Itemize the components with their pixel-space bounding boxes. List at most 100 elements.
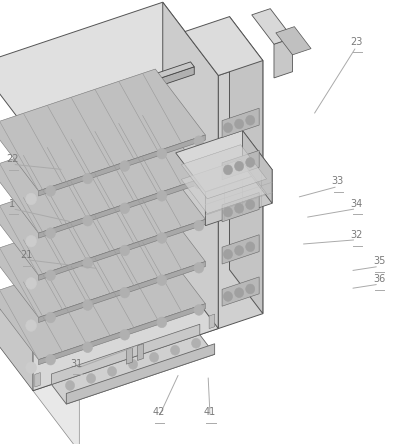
Circle shape: [108, 366, 117, 376]
Circle shape: [246, 200, 255, 210]
Text: 41: 41: [204, 407, 216, 417]
Circle shape: [223, 207, 232, 217]
Polygon shape: [52, 324, 200, 385]
Circle shape: [83, 342, 93, 353]
Circle shape: [223, 123, 232, 133]
Circle shape: [246, 158, 255, 167]
Circle shape: [83, 300, 93, 310]
Text: 31: 31: [70, 358, 82, 369]
Circle shape: [26, 320, 36, 331]
Circle shape: [129, 360, 138, 369]
Text: 22: 22: [6, 154, 19, 164]
Text: 23: 23: [350, 36, 363, 47]
Circle shape: [194, 262, 204, 273]
Circle shape: [66, 381, 75, 390]
Circle shape: [234, 161, 243, 171]
Polygon shape: [39, 304, 205, 365]
Polygon shape: [0, 111, 205, 233]
Polygon shape: [218, 60, 263, 329]
Circle shape: [120, 329, 130, 340]
Polygon shape: [0, 69, 205, 191]
Circle shape: [83, 173, 93, 184]
Polygon shape: [181, 145, 267, 199]
Polygon shape: [222, 193, 259, 222]
Polygon shape: [126, 347, 132, 364]
Polygon shape: [185, 16, 263, 75]
Text: 1: 1: [9, 198, 15, 209]
Polygon shape: [205, 170, 272, 226]
Polygon shape: [209, 314, 215, 329]
Circle shape: [26, 235, 36, 247]
Polygon shape: [274, 38, 293, 78]
Polygon shape: [176, 131, 272, 192]
Circle shape: [157, 317, 167, 328]
Polygon shape: [0, 154, 205, 275]
Circle shape: [46, 312, 56, 323]
Circle shape: [120, 287, 130, 298]
Polygon shape: [222, 108, 259, 138]
Polygon shape: [222, 151, 259, 180]
Circle shape: [194, 220, 204, 231]
Polygon shape: [181, 159, 267, 214]
Circle shape: [157, 148, 167, 159]
Circle shape: [194, 136, 204, 147]
Circle shape: [234, 288, 243, 297]
Polygon shape: [39, 177, 205, 238]
Circle shape: [87, 373, 96, 383]
Circle shape: [120, 245, 130, 256]
Circle shape: [46, 186, 56, 196]
Text: 21: 21: [21, 250, 33, 260]
Polygon shape: [252, 8, 293, 44]
Polygon shape: [242, 131, 272, 203]
Polygon shape: [276, 27, 311, 55]
Polygon shape: [35, 373, 40, 387]
Polygon shape: [159, 248, 164, 263]
Polygon shape: [33, 75, 218, 391]
Circle shape: [120, 161, 130, 171]
Text: 36: 36: [373, 274, 385, 284]
Circle shape: [46, 354, 56, 365]
Polygon shape: [39, 135, 205, 196]
Text: 42: 42: [152, 407, 165, 417]
Circle shape: [46, 228, 56, 238]
Polygon shape: [42, 62, 194, 116]
Polygon shape: [0, 238, 205, 360]
Circle shape: [157, 275, 167, 285]
Polygon shape: [0, 195, 205, 317]
Circle shape: [223, 250, 232, 259]
Circle shape: [246, 115, 255, 125]
Text: 32: 32: [350, 230, 363, 240]
Text: 34: 34: [350, 198, 363, 209]
Circle shape: [26, 193, 36, 205]
Circle shape: [157, 233, 167, 243]
Circle shape: [192, 338, 201, 348]
Text: 35: 35: [373, 256, 385, 266]
Circle shape: [234, 119, 243, 129]
Circle shape: [83, 215, 93, 226]
Circle shape: [246, 284, 255, 294]
Circle shape: [223, 165, 232, 175]
Circle shape: [83, 258, 93, 268]
Polygon shape: [66, 344, 215, 404]
Circle shape: [246, 242, 255, 252]
Polygon shape: [222, 277, 259, 306]
Circle shape: [194, 178, 204, 189]
Polygon shape: [46, 67, 194, 124]
Polygon shape: [39, 219, 205, 280]
Circle shape: [234, 246, 243, 255]
Circle shape: [26, 278, 36, 289]
Polygon shape: [138, 344, 143, 361]
Text: 33: 33: [332, 176, 344, 186]
Circle shape: [234, 203, 243, 213]
Circle shape: [194, 305, 204, 315]
Polygon shape: [33, 117, 79, 444]
Circle shape: [171, 345, 180, 355]
Polygon shape: [39, 262, 205, 322]
Circle shape: [46, 270, 56, 281]
Circle shape: [120, 203, 130, 214]
Circle shape: [150, 353, 159, 362]
Polygon shape: [222, 235, 259, 264]
Polygon shape: [52, 335, 215, 404]
Polygon shape: [0, 255, 218, 391]
Circle shape: [26, 362, 36, 373]
